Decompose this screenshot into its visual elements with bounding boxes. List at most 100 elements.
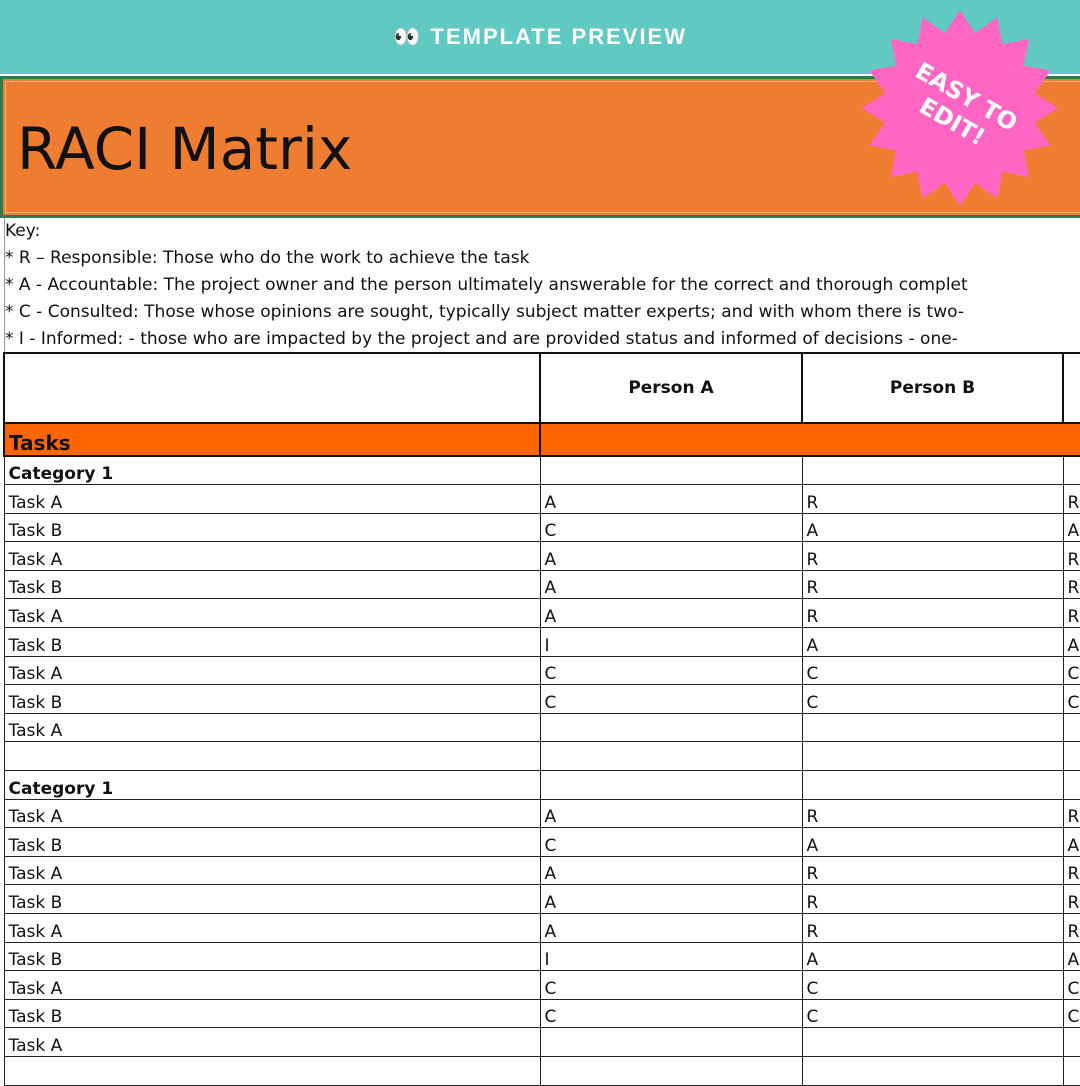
task-name-cell[interactable] [3,1055,541,1086]
task-name-cell[interactable]: Task A [3,1027,541,1057]
task-name-cell[interactable]: Task A [3,598,541,629]
raci-cell[interactable]: R [801,541,1064,571]
raci-cell[interactable]: R [1062,855,1080,886]
raci-cell[interactable]: C [539,970,803,1000]
raci-cell[interactable] [539,741,803,772]
task-name-cell[interactable]: Task A [3,655,541,686]
raci-cell[interactable]: C [801,684,1064,714]
raci-cell[interactable]: C [539,512,803,543]
raci-cell[interactable]: R [1062,598,1080,629]
raci-cell[interactable]: A [1062,512,1080,543]
task-name-cell[interactable]: Task A [3,855,541,886]
raci-cell[interactable]: R [1062,913,1080,943]
task-name-cell[interactable]: Task B [3,684,541,714]
task-name-cell[interactable]: Task B [3,569,541,600]
raci-cell[interactable]: A [801,827,1064,857]
task-name-cell[interactable] [3,741,541,772]
raci-cell[interactable]: A [539,569,803,600]
raci-cell[interactable]: R [801,855,1064,886]
raci-cell[interactable] [801,712,1064,743]
tasks-row: Tasks [3,422,1080,457]
raci-cell[interactable]: A [1062,941,1080,972]
tasks-fill[interactable] [539,422,1080,457]
task-name-cell[interactable]: Task A [3,913,541,943]
header-row: Person A Person B [3,352,1080,424]
raci-cell[interactable] [801,1027,1064,1057]
category-label[interactable]: Category 1 [3,770,541,800]
task-name-cell[interactable]: Task A [3,798,541,829]
raci-cell[interactable]: C [539,998,803,1029]
empty-cell[interactable] [539,455,803,486]
raci-cell[interactable]: A [801,512,1064,543]
raci-cell[interactable]: A [539,541,803,571]
raci-cell[interactable] [801,1055,1064,1086]
raci-cell[interactable]: R [801,484,1064,514]
empty-cell[interactable] [539,770,803,800]
empty-cell[interactable] [1062,770,1080,800]
raci-cell[interactable] [539,1027,803,1057]
task-name-cell[interactable]: Task B [3,627,541,657]
raci-cell[interactable]: I [539,941,803,972]
raci-cell[interactable]: A [801,627,1064,657]
raci-cell[interactable]: C [801,655,1064,686]
task-name-cell[interactable]: Task B [3,827,541,857]
empty-cell[interactable] [801,455,1064,486]
raci-cell[interactable]: A [539,798,803,829]
column-header[interactable]: Person A [539,352,803,424]
raci-cell[interactable]: C [539,655,803,686]
task-name-cell[interactable]: Task A [3,712,541,743]
column-header[interactable]: Person B [801,352,1064,424]
raci-cell[interactable] [1062,712,1080,743]
raci-cell[interactable]: R [1062,541,1080,571]
raci-cell[interactable]: A [1062,827,1080,857]
column-header[interactable] [1062,352,1080,424]
task-name-cell[interactable]: Task B [3,884,541,914]
task-name-cell[interactable]: Task B [3,941,541,972]
raci-cell[interactable] [801,741,1064,772]
raci-cell[interactable] [1062,1055,1080,1086]
raci-cell[interactable]: A [801,941,1064,972]
raci-cell[interactable]: R [1062,569,1080,600]
raci-cell[interactable] [539,712,803,743]
raci-cell[interactable]: R [801,798,1064,829]
raci-cell[interactable]: A [539,913,803,943]
raci-cell[interactable]: R [801,913,1064,943]
raci-cell[interactable] [1062,1027,1080,1057]
raci-cell[interactable]: C [539,684,803,714]
raci-cell[interactable]: R [1062,484,1080,514]
raci-cell[interactable]: C [801,970,1064,1000]
raci-cell[interactable]: A [539,484,803,514]
raci-cell[interactable]: R [1062,884,1080,914]
raci-cell[interactable]: C [801,998,1064,1029]
empty-cell[interactable] [1062,455,1080,486]
task-name-cell[interactable]: Task B [3,998,541,1029]
raci-cell[interactable]: C [1062,998,1080,1029]
raci-cell[interactable] [1062,741,1080,772]
raci-cell[interactable]: R [1062,798,1080,829]
raci-cell[interactable]: C [1062,655,1080,686]
tasks-label[interactable]: Tasks [3,422,541,457]
raci-cell[interactable]: R [801,884,1064,914]
raci-cell[interactable]: A [539,598,803,629]
task-name-cell[interactable]: Task A [3,484,541,514]
category-label[interactable]: Category 1 [3,455,541,486]
column-header[interactable] [3,352,541,424]
raci-cell[interactable]: A [539,884,803,914]
raci-cell[interactable] [539,1055,803,1086]
raci-cell[interactable]: I [539,627,803,657]
raci-cell[interactable]: A [539,855,803,886]
raci-cell[interactable]: C [539,827,803,857]
raci-cell[interactable]: R [801,598,1064,629]
task-name-cell[interactable]: Task A [3,541,541,571]
raci-cell[interactable]: A [1062,627,1080,657]
task-name-cell[interactable]: Task A [3,970,541,1000]
raci-cell[interactable]: R [801,569,1064,600]
raci-cell[interactable]: C [1062,684,1080,714]
raci-cell[interactable]: C [1062,970,1080,1000]
empty-cell[interactable] [801,770,1064,800]
task-name-cell[interactable]: Task B [3,512,541,543]
key-line: * C - Consulted: Those whose opinions ar… [5,302,964,322]
